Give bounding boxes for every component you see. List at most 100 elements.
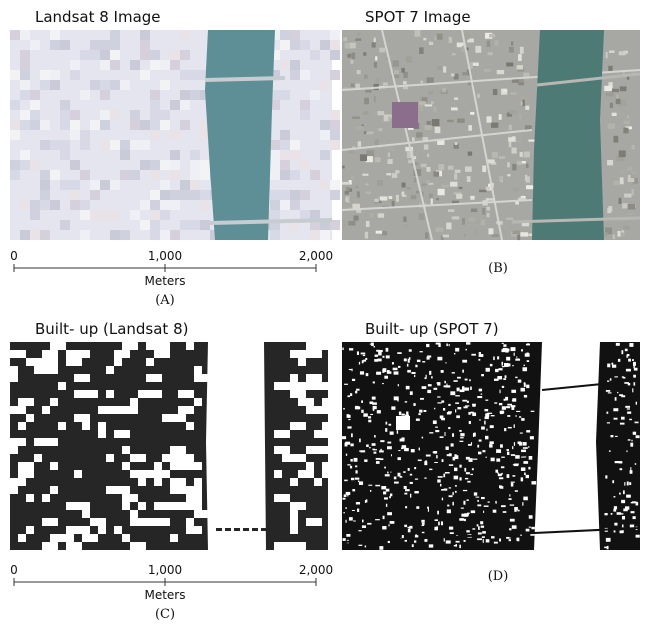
non-built-up [358,530,361,531]
non-built-up [386,355,390,358]
pixel [150,160,160,170]
pixel [120,230,130,240]
pixel [160,230,170,240]
non-built-up [387,472,388,474]
non-built-up [58,382,66,390]
building [450,182,457,187]
building [513,188,519,192]
non-built-up [376,461,380,464]
building [403,72,407,78]
non-built-up [370,344,373,345]
non-built-up [380,449,381,451]
non-built-up [610,378,612,380]
non-built-up [356,389,359,391]
non-built-up [50,350,58,358]
pixel [270,230,280,240]
pixel [20,50,30,60]
building [497,70,504,74]
non-built-up [462,360,467,363]
non-built-up [393,368,398,371]
non-built-up [50,534,58,542]
non-built-up [613,509,616,512]
non-built-up [106,366,114,374]
pixel [100,80,110,90]
non-built-up [506,406,510,408]
pixel [10,100,20,110]
non-built-up [447,505,449,507]
non-built-up [376,372,381,375]
pixel [160,110,170,120]
building [347,54,351,58]
non-built-up [372,449,375,450]
non-built-up [98,430,106,438]
building [503,89,507,92]
non-built-up [138,454,146,462]
non-built-up [385,474,390,476]
non-built-up [306,350,322,358]
building [609,50,614,53]
non-built-up [306,518,322,526]
building [628,204,636,209]
non-built-up [529,515,533,518]
non-built-up [469,458,473,462]
non-built-up [514,353,515,356]
pixel [180,120,190,130]
non-built-up [363,360,366,362]
non-built-up [343,498,346,500]
building [356,186,359,188]
non-built-up [613,408,618,411]
non-built-up [509,539,511,541]
building [520,232,528,236]
building [620,86,627,91]
pixel [30,90,40,100]
non-built-up [482,531,486,534]
non-built-up [443,474,445,478]
non-built-up [378,352,382,355]
building [456,194,462,199]
pixel [20,230,30,240]
pixel [160,80,170,90]
scale-label: 1,000 [148,249,182,263]
pixel [30,210,40,220]
pixel [170,100,180,110]
non-built-up [382,356,384,358]
river [205,30,275,240]
stadium [392,102,418,128]
non-built-up [614,523,617,526]
non-built-up [82,534,98,542]
pixel [20,110,30,120]
non-built-up [450,391,455,395]
non-built-up [512,525,517,529]
pixel [100,90,110,100]
building [350,43,356,49]
non-built-up [114,406,130,414]
non-built-up [382,383,384,384]
building [424,144,429,149]
non-built-up [444,381,446,383]
non-built-up [298,358,306,366]
building [526,164,529,168]
non-built-up [431,376,433,378]
building [435,227,443,231]
pixel [20,120,30,130]
pixel [170,230,180,240]
pixel [320,180,330,190]
built-up [234,528,240,531]
pixel [60,110,70,120]
pixel [50,80,60,90]
pixel [110,110,120,120]
non-built-up [362,520,364,523]
building [486,116,491,122]
building [486,198,494,200]
non-built-up [469,421,471,424]
non-built-up [627,411,631,413]
built-up [252,528,258,531]
non-built-up [154,390,162,398]
pixel [180,70,190,80]
pixel [150,100,160,110]
non-built-up [412,544,414,547]
pixel [150,170,160,180]
non-built-up [362,525,366,528]
non-built-up [345,443,348,447]
non-built-up [608,392,612,393]
